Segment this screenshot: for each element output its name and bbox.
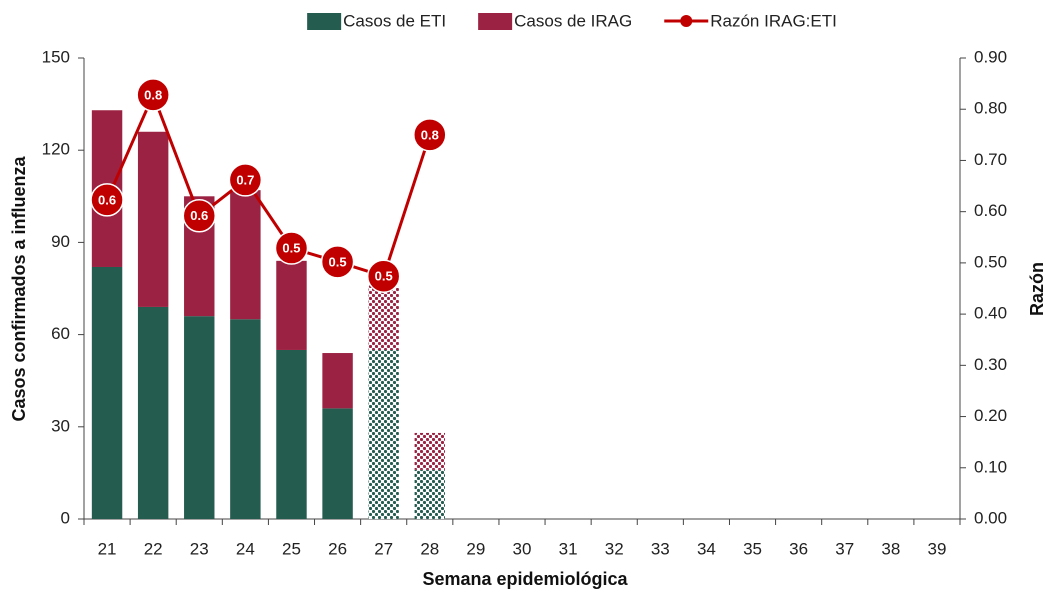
x-axis-title: Semana epidemiológica [422,569,628,589]
bar [368,349,399,519]
line-marker [366,259,401,293]
y2-axis-title: Razón [1027,262,1047,316]
legend-label: Casos de ETI [343,11,446,30]
x-tick-label: 34 [697,539,716,558]
legend-item: Casos de IRAG [478,11,632,30]
bar [414,432,446,470]
x-tick-label: 23 [190,539,209,558]
x-tick-label: 27 [374,539,393,558]
x-tick-label: 32 [605,539,624,558]
bar [184,316,215,519]
data-label: 0.5 [329,254,347,269]
line-marker [90,183,124,217]
bar [368,285,399,350]
y-tick-label: 30 [51,416,70,435]
y-tick-label: 120 [42,140,70,159]
x-tick-label: 26 [328,539,347,558]
bar [414,469,446,519]
bar [276,260,307,350]
y-tick-label: 60 [51,324,70,343]
data-label: 0.8 [421,127,439,142]
data-label: 0.5 [282,240,300,255]
legend-swatch [307,13,342,30]
bar [137,131,169,307]
y-tick-label: 0 [61,508,70,527]
x-tick-label: 39 [927,539,946,558]
line-marker [274,231,309,265]
legend-label: Casos de IRAG [514,11,632,30]
bar [91,266,123,519]
line-marker [182,199,217,233]
y-tick-label: 90 [51,232,70,251]
line-marker [413,118,447,152]
bar [230,190,261,320]
x-tick-label: 25 [282,539,301,558]
legend-item: Razón IRAG:ETI [664,11,837,30]
x-tick-label: 35 [743,539,762,558]
x-tick-label: 29 [466,539,485,558]
bar [137,306,169,519]
line-marker [228,163,263,197]
x-tick-label: 38 [881,539,900,558]
y2-tick-label: 0.30 [974,355,1007,374]
y2-tick-label: 0.60 [974,201,1007,220]
x-tick-label: 22 [144,539,163,558]
legend-item: Casos de ETI [307,11,446,30]
x-tick-label: 24 [236,539,255,558]
y-axis-title: Casos confirmados a influenza [9,155,29,421]
legend-swatch [478,13,513,30]
x-tick-label: 31 [559,539,578,558]
bar [322,408,353,519]
x-tick-label: 21 [98,539,117,558]
y2-tick-label: 0.40 [974,304,1007,323]
y2-tick-label: 0.20 [974,406,1007,425]
y2-tick-label: 0.00 [974,508,1007,527]
y2-tick-label: 0.90 [974,47,1007,66]
data-label: 0.5 [375,269,393,284]
line-marker [320,245,355,279]
x-tick-label: 36 [789,539,808,558]
legend-swatch [680,15,693,27]
bar [276,349,307,519]
y-tick-label: 150 [42,47,70,66]
x-tick-label: 28 [420,539,439,558]
y2-tick-label: 0.10 [974,457,1007,476]
data-label: 0.6 [190,208,208,223]
data-label: 0.6 [98,192,116,207]
bar [322,353,353,409]
y2-tick-label: 0.70 [974,150,1007,169]
legend-label: Razón IRAG:ETI [710,11,837,30]
x-tick-label: 37 [835,539,854,558]
y2-tick-label: 0.80 [974,99,1007,118]
data-label: 0.8 [144,87,162,102]
bar [230,319,261,519]
line-marker [136,78,170,112]
y2-tick-label: 0.50 [974,252,1007,271]
data-label: 0.7 [236,172,254,187]
x-tick-label: 33 [651,539,670,558]
x-tick-label: 30 [513,539,532,558]
